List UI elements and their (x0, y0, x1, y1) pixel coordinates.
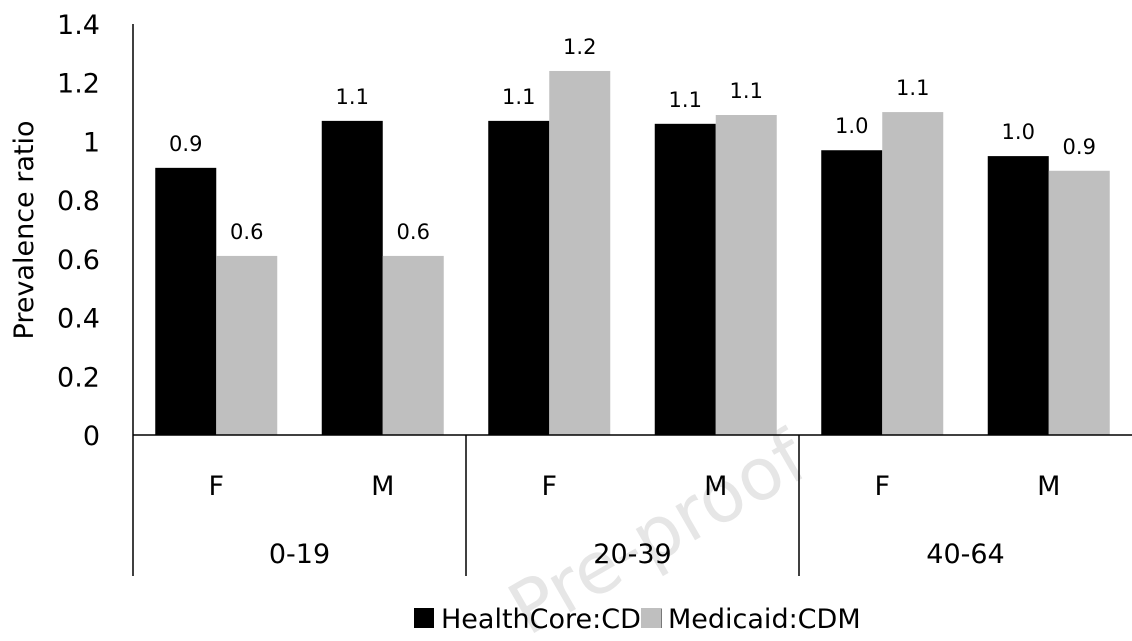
legend-swatch (414, 608, 434, 628)
y-tick-label: 0.8 (57, 186, 100, 217)
bar-medicaid (216, 255, 278, 435)
data-label: 0.9 (1063, 135, 1096, 159)
y-tick-label: 0.4 (57, 304, 100, 335)
y-tick-label: 1.4 (57, 10, 100, 41)
bar-healthcore (654, 123, 716, 436)
legend-swatch (641, 608, 661, 628)
bar-medicaid (715, 115, 777, 435)
legend-label: Medicaid:CDM (668, 604, 861, 635)
bar-medicaid (549, 70, 611, 435)
data-label: 1.1 (336, 85, 369, 109)
bars: 0.9 0.6 1.1 0.6 1.1 1.2 1.1 1.1 1.0 1.1 1.0 0.9 (155, 35, 1110, 436)
x-subcategory-label: F (874, 471, 890, 502)
x-group-label: 20-39 (593, 539, 671, 570)
x-group-label: 0-19 (269, 539, 330, 570)
data-label: 0.6 (230, 220, 263, 244)
watermark-text: Pre-proof (495, 414, 822, 636)
axes (132, 24, 1132, 576)
bar-healthcore (821, 150, 883, 435)
bar-healthcore (155, 167, 217, 435)
data-label: 1.1 (730, 79, 763, 103)
bar-medicaid (882, 112, 944, 436)
bar-healthcore (488, 120, 550, 435)
x-subcategory-label: M (1037, 471, 1060, 502)
x-axis-categories: F M F M F M 0-19 20-39 40-64 (208, 471, 1060, 570)
legend: HealthCore:CDM Medicaid:CDM (414, 604, 861, 635)
y-axis-label: Prevalence ratio (9, 121, 40, 340)
x-group-label: 40-64 (926, 539, 1004, 570)
data-label: 1.1 (896, 76, 929, 100)
data-label: 1.1 (502, 85, 535, 109)
watermark: Pre-proof (495, 414, 822, 641)
y-axis-ticks: 0 0.2 0.4 0.6 0.8 1 1.2 1.4 (57, 10, 100, 452)
x-subcategory-label: F (208, 471, 224, 502)
y-tick-label: 0.2 (57, 362, 100, 393)
x-subcategory-label: M (704, 471, 727, 502)
y-tick-label: 1 (83, 127, 100, 158)
legend-label: HealthCore:CDM (441, 604, 664, 635)
bar-medicaid (382, 255, 444, 435)
data-label: 1.1 (669, 88, 702, 112)
bar-medicaid (1048, 170, 1110, 436)
data-label: 1.0 (835, 114, 868, 138)
x-subcategory-label: M (371, 471, 394, 502)
data-label: 0.9 (169, 132, 202, 156)
y-tick-label: 0.6 (57, 245, 100, 276)
bar-healthcore (987, 156, 1049, 435)
y-tick-label: 0 (83, 421, 100, 452)
bar-healthcore (321, 120, 383, 435)
x-subcategory-label: F (541, 471, 557, 502)
data-label: 1.0 (1002, 120, 1035, 144)
data-label: 0.6 (397, 220, 430, 244)
y-tick-label: 1.2 (57, 69, 100, 100)
data-label: 1.2 (563, 35, 596, 59)
